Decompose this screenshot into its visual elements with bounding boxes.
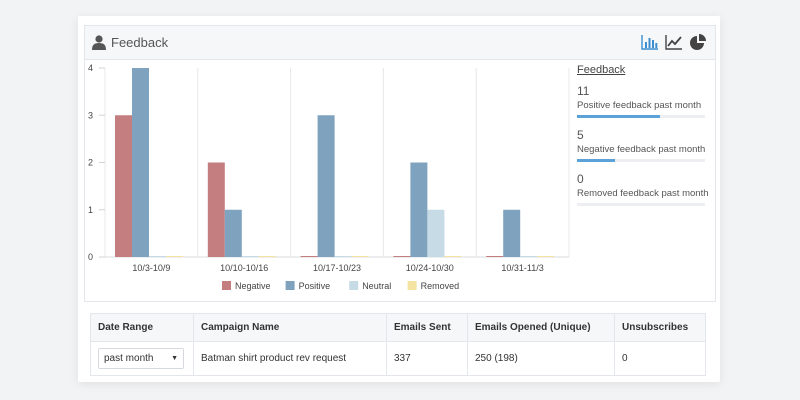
stat-label: Removed feedback past month (577, 188, 709, 199)
table-row: past month ▼ Batman shirt product rev re… (90, 341, 706, 376)
x-tick-label: 10/10-10/16 (220, 263, 268, 273)
y-tick-label: 1 (88, 205, 93, 215)
column-header: Unsubscribes (614, 313, 706, 342)
bar-removed (258, 256, 276, 257)
table-header-row: Date Range Campaign Name Emails Sent Ema… (90, 313, 706, 342)
bar-negative (207, 162, 225, 257)
bar-positive (503, 209, 521, 257)
bar-positive (410, 162, 428, 257)
feedback-stats: Feedback 11 Positive feedback past month… (577, 64, 709, 216)
y-tick-label: 0 (88, 252, 93, 262)
stat-value: 5 (577, 128, 584, 142)
stat-value: 0 (577, 172, 584, 186)
bar-positive (224, 209, 242, 257)
campaign-table: Date Range Campaign Name Emails Sent Ema… (90, 313, 706, 376)
progress-track (577, 115, 705, 118)
legend-swatch (349, 281, 359, 290)
bar-removed (166, 256, 183, 257)
y-tick-label: 2 (88, 158, 93, 168)
bar-neutral (520, 256, 538, 257)
x-tick-label: 10/3-10/9 (132, 263, 170, 273)
bar-neutral (149, 256, 166, 257)
line-chart-icon[interactable] (665, 33, 683, 51)
bar-neutral (334, 256, 352, 257)
emails-sent-cell: 337 (386, 341, 468, 376)
progress-fill (577, 159, 616, 162)
bar-positive (317, 115, 335, 257)
panel-header: Feedback (85, 26, 715, 60)
progress-track (577, 203, 705, 206)
bar-chart: 0 1 2 3 4 10/3-10/9 10/10-10/16 10/17-10/23 10/2… (88, 63, 570, 291)
bar-chart-icon[interactable] (641, 33, 659, 51)
bar-neutral (241, 256, 259, 257)
column-header: Campaign Name (193, 313, 387, 342)
bar-removed (537, 256, 555, 257)
legend-label: Removed (421, 281, 460, 291)
bar-positive (132, 68, 149, 257)
campaign-name-cell: Batman shirt product rev request (193, 341, 387, 376)
chevron-down-icon: ▼ (171, 355, 178, 362)
stats-heading-link[interactable]: Feedback (577, 64, 626, 76)
bar-negative (393, 256, 411, 257)
bar-neutral (427, 209, 445, 257)
panel-title: Feedback (111, 35, 169, 50)
bar-negative (486, 256, 504, 257)
date-range-select[interactable]: past month ▼ (98, 348, 184, 369)
progress-fill (577, 115, 661, 118)
stat-positive: 11 Positive feedback past month (577, 84, 707, 118)
progress-track (577, 159, 705, 162)
stat-label: Positive feedback past month (577, 100, 702, 111)
x-tick-label: 10/24-10/30 (406, 263, 454, 273)
date-range-cell: past month ▼ (90, 341, 194, 376)
emails-opened-cell: 250 (198) (467, 341, 615, 376)
legend-swatch (285, 281, 295, 290)
pie-chart-icon[interactable] (689, 33, 707, 51)
stat-negative: 5 Negative feedback past month (577, 128, 707, 162)
x-tick-label: 10/17-10/23 (313, 263, 361, 273)
legend-label: Neutral (362, 281, 391, 291)
stat-removed: 0 Removed feedback past month (577, 172, 709, 206)
y-tick-label: 3 (88, 110, 93, 120)
stat-label: Negative feedback past month (577, 144, 706, 155)
user-icon (92, 35, 106, 50)
bar-removed (351, 256, 369, 257)
feedback-chart: 0 1 2 3 4 10/3-10/9 10/10-10/16 10/17-10/23 10/2… (85, 58, 575, 308)
bar-negative (300, 256, 318, 257)
column-header: Date Range (90, 313, 194, 342)
legend-label: Positive (299, 281, 331, 291)
bar-negative (115, 115, 132, 257)
date-range-value: past month (104, 353, 154, 364)
legend-swatch (407, 281, 417, 290)
bar-removed (444, 256, 462, 257)
x-tick-label: 10/31-11/3 (501, 263, 543, 273)
column-header: Emails Opened (Unique) (467, 313, 615, 342)
legend-label: Negative (235, 281, 271, 291)
column-header: Emails Sent (386, 313, 468, 342)
unsubscribes-cell: 0 (614, 341, 706, 376)
y-tick-label: 4 (88, 63, 93, 73)
chart-type-toolbar (641, 33, 707, 51)
legend-swatch (222, 281, 231, 290)
stat-value: 11 (577, 84, 590, 98)
feedback-panel: Feedback (84, 25, 716, 302)
